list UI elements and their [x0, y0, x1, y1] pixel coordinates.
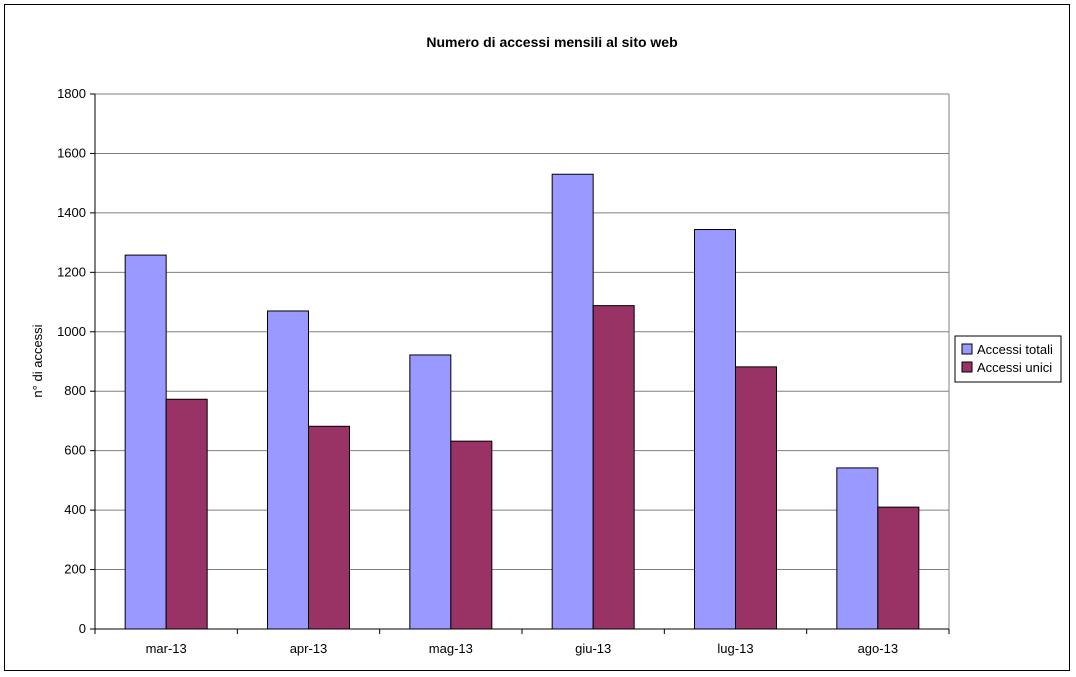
y-tick-label: 800 — [64, 383, 86, 398]
legend-swatch — [961, 361, 973, 373]
y-tick-label: 0 — [79, 621, 86, 636]
x-tick-label: mag-13 — [429, 641, 473, 656]
bar-accessi-totali-mag-13 — [409, 354, 452, 630]
y-tick-label: 1800 — [57, 86, 86, 101]
y-tick-label: 1200 — [57, 264, 86, 279]
bar-accessi-unici-ago-13 — [877, 506, 920, 630]
x-tick-label: mar-13 — [146, 641, 187, 656]
x-tick-label: apr-13 — [290, 641, 328, 656]
gridlines — [95, 93, 950, 629]
legend-swatch — [961, 343, 973, 355]
bar-accessi-unici-mar-13 — [165, 398, 208, 630]
y-axis-title: n° di accessi — [30, 324, 45, 397]
y-tick-label: 400 — [64, 502, 86, 517]
bars — [124, 173, 920, 630]
chart-title: Numero di accessi mensili al sito web — [426, 34, 677, 50]
bar-accessi-totali-giu-13 — [551, 173, 594, 630]
bar-accessi-unici-mag-13 — [450, 440, 493, 630]
legend-box — [954, 335, 1062, 383]
y-tick-label: 200 — [64, 562, 86, 577]
x-tick-label: giu-13 — [575, 641, 611, 656]
bar-accessi-totali-mar-13 — [124, 254, 167, 630]
legend-items: Accessi totali Accessi unici — [961, 342, 1053, 375]
y-tick-label: 1000 — [57, 324, 86, 339]
legend-label: Accessi unici — [977, 360, 1052, 375]
y-tick-label: 600 — [64, 443, 86, 458]
y-tick-label: 1400 — [57, 205, 86, 220]
bar-accessi-unici-giu-13 — [592, 305, 635, 630]
bar-accessi-totali-apr-13 — [267, 310, 309, 630]
bar-accessi-unici-lug-13 — [735, 366, 777, 630]
x-tick-label: lug-13 — [717, 641, 753, 656]
bar-accessi-totali-ago-13 — [836, 467, 879, 630]
x-tick-label: ago-13 — [858, 641, 898, 656]
y-tick-label: 1600 — [57, 145, 86, 160]
axes: 0 200 400 600 800 1000 1200 1400 1600 1800 mar-13 a… — [57, 86, 950, 656]
legend-label: Accessi totali — [977, 342, 1053, 357]
legend: Accessi totali Accessi unici — [954, 335, 1062, 383]
bar-accessi-totali-lug-13 — [694, 229, 736, 630]
bar-accessi-unici-apr-13 — [308, 425, 350, 630]
